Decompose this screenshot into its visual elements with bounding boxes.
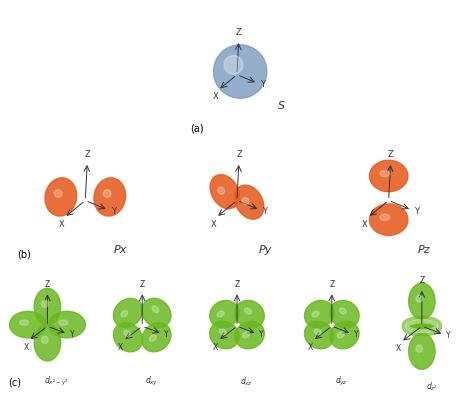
Text: Z: Z xyxy=(329,280,335,288)
Ellipse shape xyxy=(103,190,111,197)
Text: $d_{xz}$: $d_{xz}$ xyxy=(240,375,253,387)
Ellipse shape xyxy=(217,311,224,317)
Ellipse shape xyxy=(242,198,249,205)
Ellipse shape xyxy=(330,300,359,328)
Text: Y: Y xyxy=(70,331,74,340)
Ellipse shape xyxy=(304,300,334,328)
Ellipse shape xyxy=(409,333,435,369)
Text: Y: Y xyxy=(259,331,264,340)
Text: Z: Z xyxy=(234,280,240,288)
Ellipse shape xyxy=(408,321,436,329)
Text: Px: Px xyxy=(114,245,127,255)
Ellipse shape xyxy=(304,321,334,349)
Ellipse shape xyxy=(34,324,61,361)
Text: (c): (c) xyxy=(8,377,21,387)
Text: (a): (a) xyxy=(190,123,203,133)
Ellipse shape xyxy=(339,308,346,314)
Ellipse shape xyxy=(416,295,422,302)
Ellipse shape xyxy=(210,300,239,328)
Ellipse shape xyxy=(408,323,436,330)
Ellipse shape xyxy=(121,310,128,317)
Text: Z: Z xyxy=(236,150,242,159)
Ellipse shape xyxy=(235,185,264,219)
Ellipse shape xyxy=(408,322,436,330)
Ellipse shape xyxy=(380,171,390,177)
Text: $d_{x^2-y^2}$: $d_{x^2-y^2}$ xyxy=(45,375,69,388)
Ellipse shape xyxy=(19,320,29,325)
Ellipse shape xyxy=(49,311,85,338)
Ellipse shape xyxy=(312,311,319,317)
Text: X: X xyxy=(396,344,401,353)
Text: X: X xyxy=(362,220,368,229)
Ellipse shape xyxy=(149,335,156,342)
Ellipse shape xyxy=(330,321,359,349)
Ellipse shape xyxy=(152,306,159,313)
Ellipse shape xyxy=(408,321,436,328)
Ellipse shape xyxy=(113,323,143,352)
Text: X: X xyxy=(59,220,64,229)
Text: S: S xyxy=(277,101,284,111)
Ellipse shape xyxy=(210,174,239,209)
Ellipse shape xyxy=(408,323,436,331)
Ellipse shape xyxy=(408,323,436,331)
Ellipse shape xyxy=(245,308,252,314)
Ellipse shape xyxy=(416,345,422,352)
Ellipse shape xyxy=(59,320,68,325)
Text: X: X xyxy=(213,92,219,101)
Text: Y: Y xyxy=(414,207,419,216)
Text: Z: Z xyxy=(419,276,425,285)
Ellipse shape xyxy=(409,283,435,319)
Ellipse shape xyxy=(314,329,321,335)
Text: Y: Y xyxy=(164,331,169,340)
Ellipse shape xyxy=(337,332,344,338)
Ellipse shape xyxy=(218,187,225,194)
Text: Z: Z xyxy=(45,280,50,288)
Text: Y: Y xyxy=(263,207,267,216)
Ellipse shape xyxy=(369,204,408,235)
Ellipse shape xyxy=(235,321,264,349)
Ellipse shape xyxy=(9,311,46,338)
Text: Z: Z xyxy=(84,150,90,159)
Ellipse shape xyxy=(243,332,249,338)
Text: X: X xyxy=(118,343,123,352)
Text: Y: Y xyxy=(260,80,265,89)
Ellipse shape xyxy=(408,321,436,329)
Text: X: X xyxy=(210,220,216,229)
Ellipse shape xyxy=(124,330,130,337)
Text: X: X xyxy=(213,343,218,352)
Text: $d_{z^2}$: $d_{z^2}$ xyxy=(426,380,438,393)
Ellipse shape xyxy=(408,324,436,332)
Text: X: X xyxy=(23,343,28,352)
Ellipse shape xyxy=(142,298,171,327)
Ellipse shape xyxy=(219,329,226,335)
Ellipse shape xyxy=(113,298,143,327)
Ellipse shape xyxy=(235,300,264,328)
Ellipse shape xyxy=(142,323,171,352)
Text: Y: Y xyxy=(354,331,359,340)
Ellipse shape xyxy=(94,178,126,216)
Text: Y: Y xyxy=(446,331,451,340)
Ellipse shape xyxy=(41,336,48,343)
Text: X: X xyxy=(308,343,313,352)
Text: Pz: Pz xyxy=(417,245,430,255)
Ellipse shape xyxy=(369,160,408,192)
Ellipse shape xyxy=(34,288,61,325)
Circle shape xyxy=(224,55,243,74)
Ellipse shape xyxy=(55,190,62,197)
Circle shape xyxy=(213,45,267,98)
Text: Z: Z xyxy=(388,150,393,159)
Text: (b): (b) xyxy=(17,250,31,259)
Ellipse shape xyxy=(41,300,48,307)
Text: Z: Z xyxy=(236,28,242,37)
Text: $d_{xy}$: $d_{xy}$ xyxy=(145,375,158,388)
Text: Py: Py xyxy=(258,245,272,255)
Text: $d_{yz}$: $d_{yz}$ xyxy=(335,375,348,388)
Text: Y: Y xyxy=(111,207,116,216)
Ellipse shape xyxy=(210,321,239,349)
Ellipse shape xyxy=(380,214,390,220)
Text: (a): (a) xyxy=(190,123,203,133)
Ellipse shape xyxy=(45,178,77,216)
Text: Z: Z xyxy=(139,280,145,288)
